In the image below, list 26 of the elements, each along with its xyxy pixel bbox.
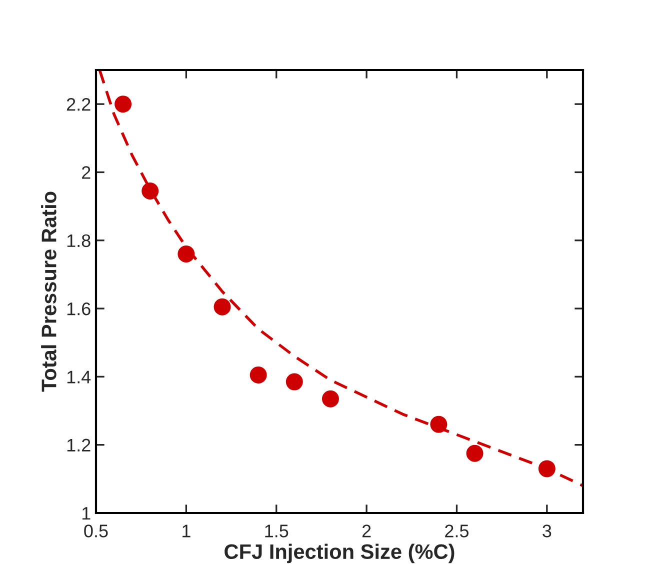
line-series xyxy=(98,70,583,488)
x-tick-label: 3 xyxy=(542,524,552,538)
x-axis-title: CFJ Injection Size (%C) xyxy=(224,544,454,564)
y-tick-label: 2 xyxy=(82,166,90,179)
x-tick-label: 2.5 xyxy=(445,524,469,538)
x-tick-label: 0.5 xyxy=(84,524,108,538)
point xyxy=(214,298,231,316)
x-tick-label: 2 xyxy=(362,524,371,538)
point xyxy=(538,460,556,478)
y-tick-label: 1 xyxy=(82,507,90,520)
point xyxy=(250,366,267,384)
y-axis-title: Total Pressure Ratio xyxy=(41,192,56,392)
y-tick-label: 1.6 xyxy=(67,302,90,316)
point xyxy=(466,444,484,462)
y-tick-label: 1.4 xyxy=(67,370,91,384)
x-tick-label: 1.5 xyxy=(265,524,288,538)
y-tick-label: 1.8 xyxy=(67,234,90,248)
y-tick-label: 2.2 xyxy=(66,98,90,111)
point xyxy=(114,96,132,113)
point xyxy=(178,246,195,263)
x-tick-label: 1 xyxy=(182,524,190,538)
point xyxy=(430,416,448,433)
point xyxy=(142,182,159,200)
y-tick-label: 1.2 xyxy=(67,438,90,452)
point xyxy=(322,390,339,408)
point xyxy=(286,373,303,390)
